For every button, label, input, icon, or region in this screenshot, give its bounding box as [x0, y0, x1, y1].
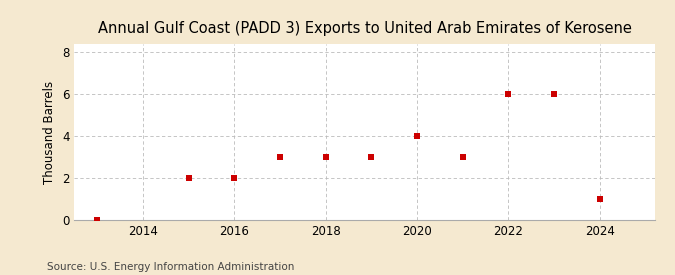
Point: [320, 155, 331, 159]
Text: Source: U.S. Energy Information Administration: Source: U.S. Energy Information Administ…: [47, 262, 294, 272]
Point: [275, 155, 286, 159]
Point: [595, 197, 605, 201]
Y-axis label: Thousand Barrels: Thousand Barrels: [43, 80, 56, 184]
Point: [549, 92, 560, 97]
Point: [503, 92, 514, 97]
Point: [458, 155, 468, 159]
Point: [183, 176, 194, 180]
Point: [412, 134, 423, 138]
Point: [229, 176, 240, 180]
Point: [92, 218, 103, 222]
Point: [366, 155, 377, 159]
Title: Annual Gulf Coast (PADD 3) Exports to United Arab Emirates of Kerosene: Annual Gulf Coast (PADD 3) Exports to Un…: [98, 21, 631, 36]
